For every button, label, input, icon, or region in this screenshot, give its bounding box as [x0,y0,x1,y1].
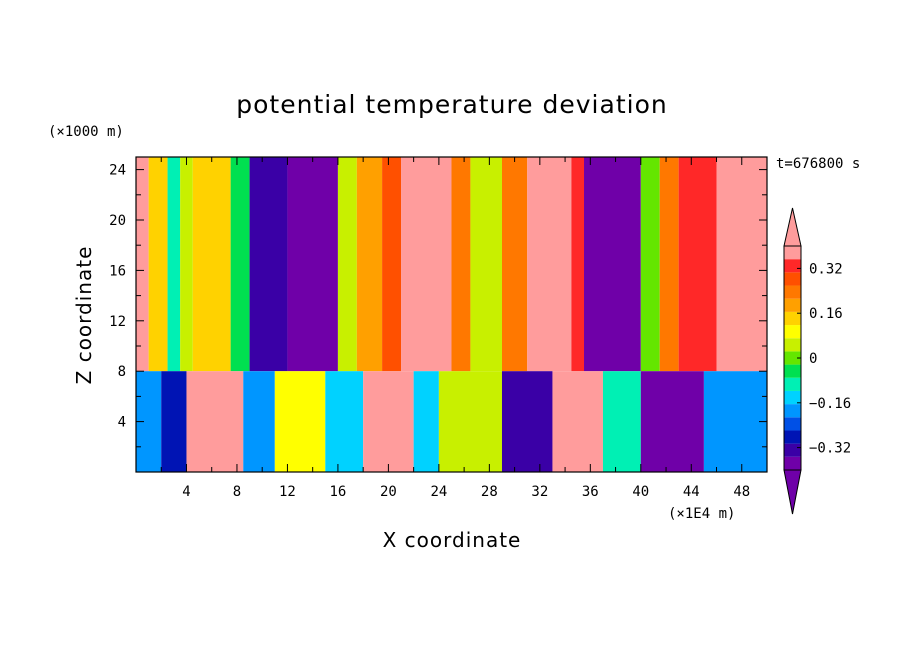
x-tick-label: 12 [279,484,296,500]
colorbar-tick-label: 0.16 [809,306,843,322]
lower-column-4 [274,371,326,472]
upper-column-20 [678,157,717,372]
upper-column-14 [501,157,528,372]
lower-column-13 [703,371,767,472]
lower-column-7 [413,371,439,472]
upper-column-1 [148,157,168,372]
time-label: t=676800 s [776,156,860,172]
upper-column-13 [470,157,502,372]
y-tick-label: 4 [118,415,126,431]
upper-column-10 [382,157,402,372]
colorbar-segment [784,430,801,444]
colorbar-segment [784,272,801,286]
colorbar-tick-label: 0 [809,351,817,367]
lower-column-6 [363,371,414,472]
heatmap-fill [136,157,767,472]
x-tick-label: 28 [481,484,498,500]
colorbar-segment [784,351,801,365]
upper-column-12 [451,157,471,372]
colorbar-segment [784,259,801,273]
y-axis-ticks: 4 8 12 16 20 24 [109,163,767,448]
upper-column-21 [716,157,767,372]
upper-column-9 [356,157,383,372]
x-tick-label: 44 [683,484,700,500]
lower-column-2 [186,371,244,472]
upper-column-6 [249,157,288,372]
x-tick-label: 4 [182,484,190,500]
upper-column-8 [337,157,357,372]
lower-column-1 [161,371,187,472]
upper-column-11 [401,157,452,372]
colorbar-segment [784,325,801,339]
lower-column-11 [602,371,641,472]
colorbar-segment [784,311,801,326]
colorbar-tick-label: 0.32 [809,261,843,277]
x-tick-label: 8 [233,484,241,500]
colorbar-segment [784,456,801,470]
plot-frame [135,156,768,473]
y-tick-label: 8 [118,364,126,380]
lower-column-12 [640,371,704,472]
x-tick-label: 48 [733,484,750,500]
colorbar-segment [784,364,801,378]
upper-column-16 [571,157,585,372]
colorbar-tick-label: −0.16 [809,396,851,412]
upper-column-15 [527,157,572,372]
y-tick-label: 20 [109,213,126,229]
x-tick-label: 36 [582,484,599,500]
x-tick-label: 20 [380,484,397,500]
lower-column-10 [552,371,603,472]
colorbar-tick-label: −0.32 [809,441,851,457]
y-tick-label: 16 [109,263,126,279]
colorbar-segment [784,390,801,405]
upper-column-17 [584,157,641,372]
lower-column-8 [438,371,502,472]
y-unit-label: (×1000 m) [48,124,124,140]
x-tick-label: 16 [329,484,346,500]
y-tick-label: 24 [109,163,126,179]
colorbar: 0.32 0.16 0 −0.16 −0.32 [783,207,851,515]
chart-title: potential temperature deviation [236,90,667,119]
lower-column-9 [501,371,553,472]
upper-column-5 [230,157,250,372]
lower-column-3 [243,371,275,472]
upper-column-19 [659,157,679,372]
x-tick-label: 40 [632,484,649,500]
colorbar-segment [784,298,801,312]
y-axis-label: Z coordinate [72,246,96,385]
colorbar-segment [784,246,801,260]
x-tick-label: 32 [531,484,548,500]
plot-border [135,156,768,473]
colorbar-segment [784,443,801,457]
x-axis-label: X coordinate [383,528,522,552]
upper-column-0 [136,157,149,372]
x-axis-ticks: 4 8 12 16 20 24 28 32 36 40 44 48 [160,157,750,500]
colorbar-segment [784,338,801,352]
y-tick-label: 12 [109,314,126,330]
x-unit-label: (×1E4 m) [668,506,735,522]
upper-column-18 [640,157,660,372]
colorbar-segment [784,417,801,431]
colorbar-segment [784,285,801,299]
colorbar-extend-max [783,207,802,247]
upper-column-7 [287,157,338,372]
lower-column-5 [325,371,364,472]
colorbar-segment [784,404,801,418]
x-tick-label: 24 [430,484,447,500]
upper-column-2 [167,157,181,372]
colorbar-segment [784,377,801,391]
upper-column-3 [180,157,193,372]
upper-column-4 [192,157,231,372]
colorbar-extend-min [783,469,802,515]
